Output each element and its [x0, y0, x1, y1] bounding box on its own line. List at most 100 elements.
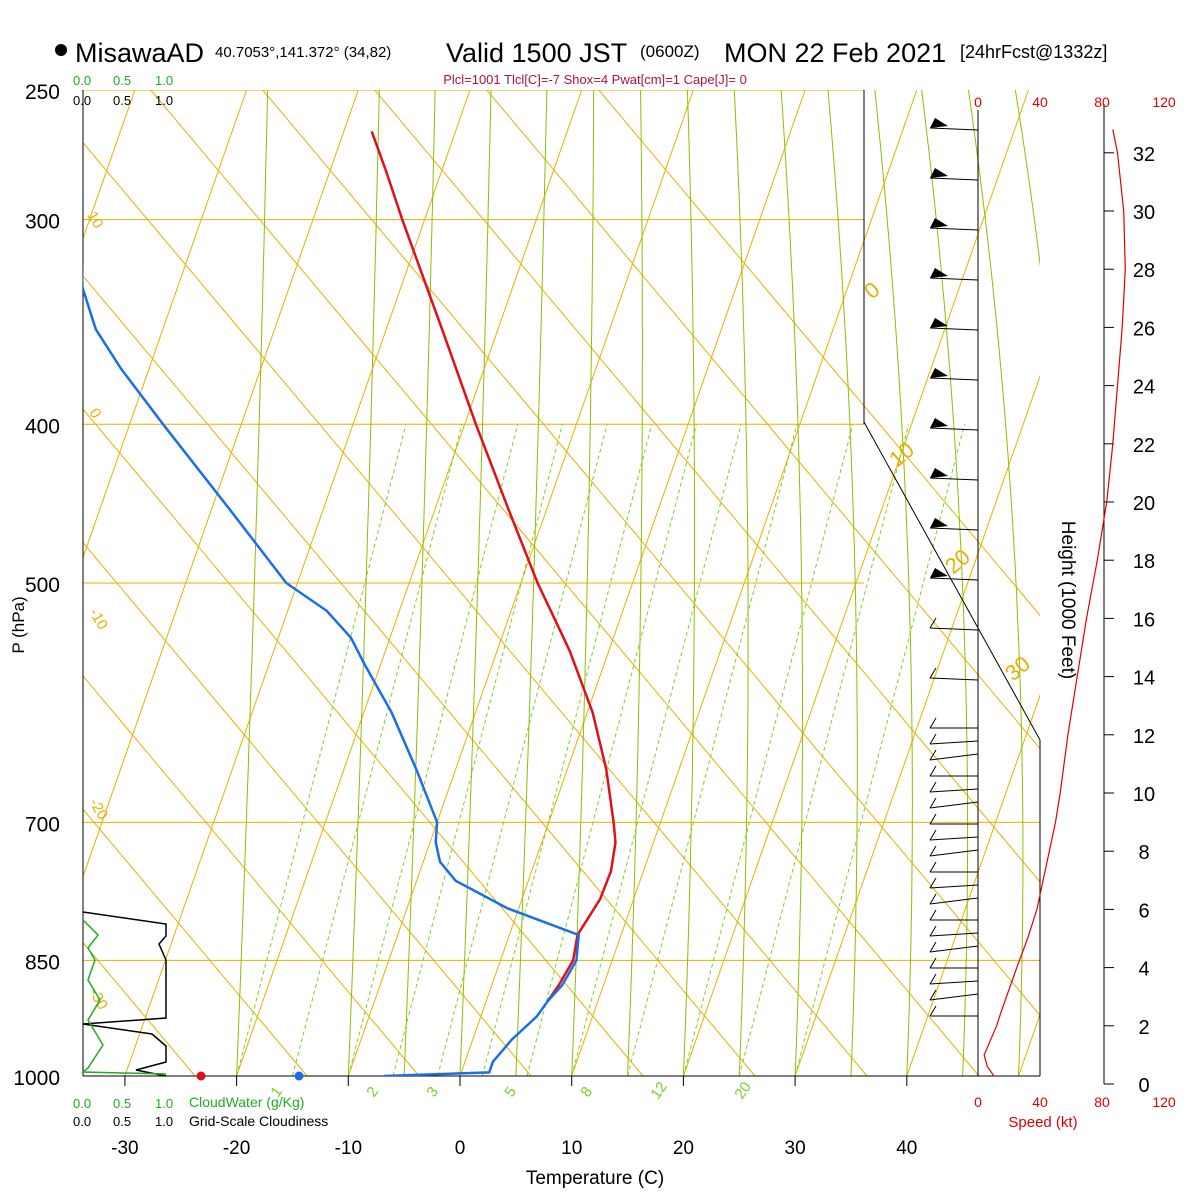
height-tick-label: 32: [1133, 144, 1155, 166]
wind-barb-feather: [929, 749, 937, 761]
moist-adiabat-line: [827, 90, 858, 1076]
wind-barb-staff: [929, 945, 979, 953]
wind-barb-feather: [929, 941, 937, 953]
wind-barb: [929, 749, 979, 761]
station-location: 40.7053°,141.372° (34,82): [215, 44, 391, 61]
temperature-tick-label: 40: [896, 1138, 917, 1159]
sounding-indices: Plcl=1001 Tlcl[C]=-7 Shox=4 Pwat[cm]=1 C…: [443, 72, 747, 87]
station-dot-icon: [55, 44, 67, 56]
cloudiness-tick-bottom: 0.5: [113, 1114, 131, 1129]
height-tick-label: 10: [1133, 784, 1155, 806]
wind-barb-pennant: [930, 118, 948, 128]
forecast-run: [24hrFcst@1332z]: [960, 42, 1107, 62]
dry-adiabat-line: [83, 275, 756, 1076]
temperature-tick-label: -10: [335, 1138, 362, 1159]
wind-barb: [929, 989, 979, 1001]
wind-barb-feather: [929, 717, 937, 729]
wind-barb-feather: [929, 1005, 937, 1017]
wind-barb-feather: [929, 617, 937, 629]
wind-barb-pennant: [930, 518, 948, 528]
dry-adiabat-line: [262, 90, 1040, 1017]
wind-barb-staff: [929, 677, 979, 681]
pressure-tick-label: 850: [25, 951, 60, 974]
speed-tick-top: 120: [1152, 94, 1176, 110]
dry-adiabat-line: [598, 90, 1040, 617]
wind-barb: [929, 568, 979, 581]
wind-barb: [929, 318, 979, 331]
isotherm-line: [124, 90, 471, 1076]
speed-tick-top: 80: [1094, 94, 1110, 110]
mixing-ratio-line: [392, 424, 563, 1076]
wind-barb-staff: [929, 801, 979, 809]
mixing-ratio-line: [291, 424, 463, 1076]
cloud-water-label: CloudWater (g/Kg): [189, 1094, 304, 1110]
adiabat-value-label: 20: [940, 544, 975, 579]
isotherm-line: [906, 693, 1040, 1076]
temperature-tick-label: -30: [111, 1138, 138, 1159]
height-tick-label: 22: [1133, 435, 1155, 457]
height-tick-label: 28: [1133, 260, 1155, 282]
cloud-water-profile-line: [80, 919, 167, 1075]
wind-barb-staff: [929, 527, 979, 531]
height-tick-label: 2: [1138, 1017, 1149, 1039]
mixing-ratio-line: [481, 424, 653, 1076]
wind-panel-border: [863, 421, 1041, 1076]
cloudiness-tick-top: 0.5: [113, 93, 131, 108]
mixing-ratio-value-label: 12: [647, 1079, 670, 1102]
wind-barb-pennant: [930, 318, 948, 328]
dry-adiabat-line: [83, 808, 308, 1076]
isotherm-line: [794, 374, 1040, 1076]
adiabat-value-label: 10: [884, 437, 919, 472]
wind-barb: [929, 909, 978, 921]
wind-barb: [929, 418, 979, 431]
mixing-ratio-value-label: 8: [577, 1084, 596, 1101]
wind-barb: [929, 268, 979, 281]
cloudiness-profile-line: [82, 911, 167, 1077]
wind-barb: [929, 168, 979, 181]
wind-barb-feather: [929, 813, 937, 825]
wind-barb-feather: [929, 733, 937, 745]
dry-adiabat-line: [83, 141, 868, 1076]
wind-barb: [929, 765, 978, 777]
moist-adiabat-line: [236, 90, 269, 1076]
moist-adiabat-line: [571, 90, 595, 1076]
temperature-tick-label: 10: [561, 1138, 582, 1159]
moist-adiabat-line: [347, 90, 380, 1076]
height-tick-label: 0: [1138, 1075, 1149, 1097]
isotherm-line: [83, 90, 359, 879]
wind-barb-staff: [929, 377, 979, 381]
wind-barb-staff: [929, 427, 979, 431]
isotherm-value-label: 10: [84, 209, 107, 232]
x-axis-label: Temperature (C): [526, 1168, 664, 1189]
wind-barb-pennant: [930, 568, 948, 578]
wind-barb: [929, 1005, 978, 1017]
wind-barb-pennant: [930, 168, 948, 178]
wind-barb-staff: [929, 836, 979, 841]
wind-barb-feather: [929, 781, 937, 793]
mixing-ratio-line: [347, 424, 519, 1076]
wind-barb-staff: [929, 127, 979, 131]
height-tick-label: 4: [1138, 959, 1149, 981]
cloud-water-tick-top: 1.0: [155, 73, 173, 88]
wind-barb: [929, 781, 979, 793]
wind-barb: [929, 717, 978, 729]
wind-barb-staff: [929, 980, 979, 985]
isotherm-line: [347, 90, 694, 1076]
wind-barb-pennant: [930, 468, 948, 478]
moist-adiabat-line: [874, 90, 913, 1076]
speed-tick-top: 0: [974, 94, 982, 110]
cloud-water-tick-bottom: 0.0: [73, 1096, 91, 1111]
wind-barb: [929, 118, 979, 131]
pressure-tick-label: 500: [25, 574, 60, 597]
pressure-tick-label: 250: [25, 81, 60, 104]
moist-adiabat-line: [968, 90, 1024, 1076]
pressure-tick-label: 700: [25, 813, 60, 836]
wind-barb: [929, 973, 979, 985]
dry-adiabat-line: [486, 90, 1040, 750]
wind-barb-feather: [929, 797, 937, 809]
isotherm-line: [236, 90, 583, 1076]
temperature-tick-label: -20: [223, 1138, 250, 1159]
wind-barb-feather: [929, 973, 937, 985]
wind-barb: [929, 468, 979, 481]
